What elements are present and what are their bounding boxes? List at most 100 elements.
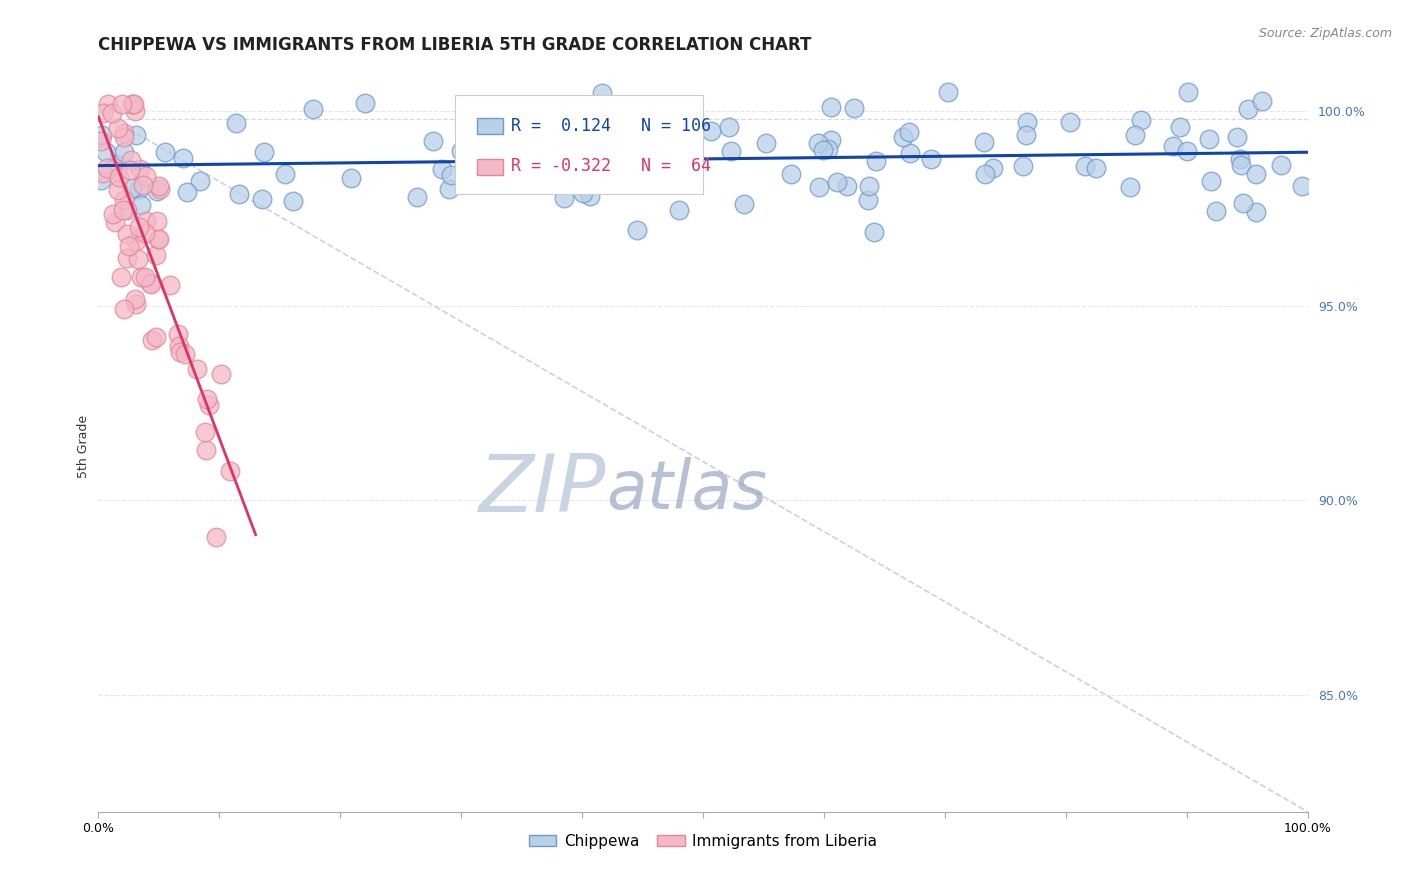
Point bbox=[1205, 203, 1227, 218]
Point bbox=[807, 180, 830, 194]
Point bbox=[591, 86, 613, 100]
Point bbox=[125, 234, 148, 248]
Point bbox=[1177, 85, 1199, 99]
Point bbox=[820, 133, 842, 147]
Point bbox=[138, 277, 160, 291]
Point bbox=[1244, 205, 1267, 219]
Point bbox=[1175, 145, 1198, 159]
Point bbox=[97, 96, 120, 111]
Point bbox=[90, 134, 112, 148]
Point bbox=[1074, 159, 1097, 173]
Point bbox=[110, 270, 132, 285]
Text: Source: ZipAtlas.com: Source: ZipAtlas.com bbox=[1258, 27, 1392, 40]
Point bbox=[112, 301, 135, 316]
Point bbox=[166, 326, 188, 341]
Point bbox=[668, 202, 690, 217]
Point bbox=[1226, 130, 1249, 145]
Point bbox=[91, 166, 114, 180]
Point bbox=[842, 101, 865, 115]
FancyBboxPatch shape bbox=[477, 119, 503, 135]
Point bbox=[1244, 168, 1267, 182]
Point bbox=[538, 136, 561, 150]
Point bbox=[125, 297, 148, 311]
Point bbox=[134, 270, 156, 285]
Point bbox=[94, 145, 117, 159]
Point bbox=[302, 102, 325, 116]
Point bbox=[1291, 179, 1313, 194]
Point bbox=[253, 145, 276, 159]
Point bbox=[128, 220, 150, 235]
Point bbox=[720, 144, 742, 158]
Point bbox=[124, 293, 146, 307]
Point bbox=[111, 202, 134, 217]
Point bbox=[820, 100, 842, 114]
Point bbox=[104, 215, 127, 229]
Point bbox=[125, 128, 148, 142]
Point bbox=[484, 167, 506, 181]
Point bbox=[813, 143, 835, 157]
Point bbox=[121, 96, 143, 111]
Text: R = -0.322   N =  64: R = -0.322 N = 64 bbox=[510, 157, 711, 175]
Point bbox=[595, 145, 617, 159]
Point bbox=[817, 143, 839, 157]
Point bbox=[981, 161, 1004, 176]
Point bbox=[920, 152, 942, 166]
Point bbox=[117, 203, 139, 218]
Point bbox=[865, 154, 887, 169]
Point bbox=[1232, 196, 1254, 211]
Point bbox=[148, 232, 170, 246]
Point bbox=[135, 169, 157, 183]
Point bbox=[167, 339, 190, 353]
Point bbox=[188, 174, 211, 188]
Point bbox=[1118, 180, 1140, 194]
Point bbox=[112, 130, 135, 145]
Point bbox=[553, 191, 575, 205]
Point bbox=[110, 96, 132, 111]
Point bbox=[204, 530, 226, 544]
Point bbox=[146, 231, 169, 245]
Point bbox=[129, 198, 152, 212]
Point bbox=[115, 251, 138, 265]
Point bbox=[825, 175, 848, 189]
Point bbox=[430, 162, 453, 177]
Point bbox=[105, 157, 128, 171]
Point bbox=[174, 346, 197, 360]
Point bbox=[492, 100, 515, 114]
Point bbox=[1059, 115, 1081, 129]
Point bbox=[218, 464, 240, 478]
Point bbox=[274, 167, 297, 181]
Point bbox=[837, 179, 859, 194]
Point bbox=[228, 186, 250, 201]
Point bbox=[148, 179, 170, 194]
Point bbox=[105, 163, 128, 178]
Point bbox=[129, 161, 152, 176]
Point bbox=[135, 214, 157, 228]
Point bbox=[600, 153, 623, 168]
Point bbox=[856, 193, 879, 207]
Point bbox=[891, 129, 914, 144]
Point bbox=[209, 368, 232, 382]
Point bbox=[101, 105, 124, 120]
Point bbox=[437, 182, 460, 196]
Point bbox=[96, 161, 118, 176]
Point bbox=[405, 190, 427, 204]
Point bbox=[465, 123, 488, 137]
Point bbox=[650, 161, 672, 175]
Point bbox=[127, 252, 149, 267]
Point bbox=[139, 277, 162, 291]
Point bbox=[124, 104, 146, 119]
Point bbox=[134, 226, 156, 240]
Point bbox=[101, 207, 124, 221]
Point bbox=[145, 330, 167, 344]
Text: CHIPPEWA VS IMMIGRANTS FROM LIBERIA 5TH GRADE CORRELATION CHART: CHIPPEWA VS IMMIGRANTS FROM LIBERIA 5TH … bbox=[98, 36, 811, 54]
Point bbox=[973, 167, 995, 181]
Point bbox=[91, 128, 114, 143]
Point bbox=[149, 182, 172, 196]
Point bbox=[1236, 102, 1258, 116]
Point bbox=[112, 193, 135, 207]
Point bbox=[120, 163, 142, 178]
Point bbox=[198, 399, 221, 413]
Point bbox=[108, 169, 131, 184]
Point bbox=[169, 344, 191, 359]
Y-axis label: 5th Grade: 5th Grade bbox=[77, 415, 90, 477]
